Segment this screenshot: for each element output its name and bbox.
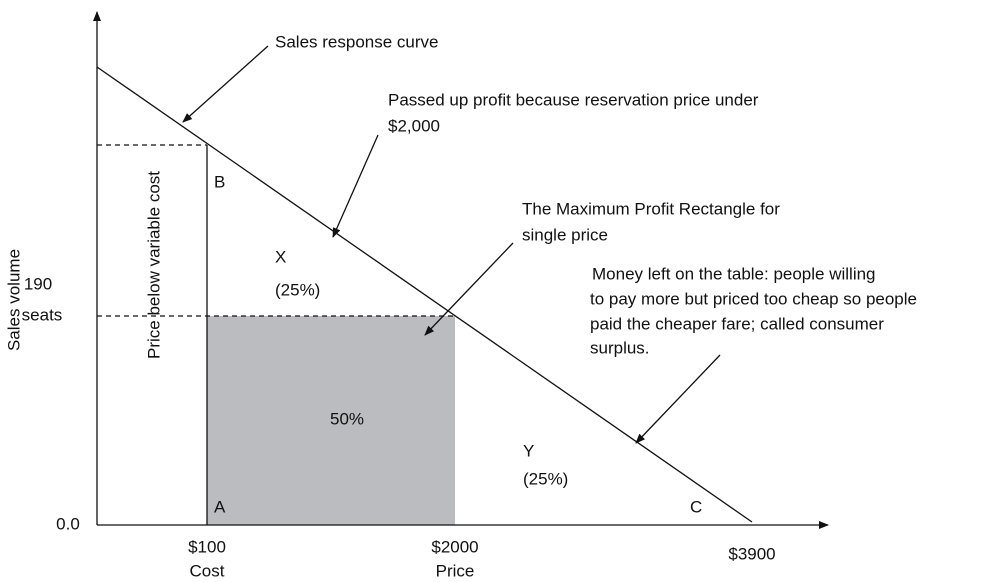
- annotation: single price: [522, 225, 608, 244]
- point-label: A: [214, 497, 226, 516]
- y-axis-label: 0.0: [56, 514, 80, 533]
- annotation: Money left on the table: people willing: [592, 264, 876, 283]
- arrow: [424, 242, 514, 336]
- annotation: Passed up profit because reservation pri…: [388, 90, 759, 109]
- x-axis-label: $2000: [431, 537, 478, 556]
- curve-label: Sales response curve: [275, 32, 438, 51]
- x-axis-label: $3900: [728, 544, 775, 563]
- region-label: Price below variable cost: [144, 171, 163, 359]
- region-label: X: [275, 247, 286, 266]
- annotation: surplus.: [590, 338, 650, 357]
- x-axis-label: Price: [436, 561, 475, 580]
- point-label: B: [214, 172, 225, 191]
- x-axis-label: $100: [188, 537, 226, 556]
- point-label: C: [690, 497, 702, 516]
- region-label: (25%): [523, 469, 568, 488]
- region-label: (25%): [275, 280, 320, 299]
- sales-response-curve: [96, 66, 753, 523]
- annotation: The Maximum Profit Rectangle for: [522, 199, 780, 218]
- annotation: to pay more but priced too cheap so peop…: [590, 289, 917, 308]
- profit-rectangle: [207, 316, 455, 525]
- annotation: paid the cheaper fare; called consumer: [590, 314, 884, 333]
- y-axis-label: seats: [22, 305, 63, 324]
- y-axis-title: Sales volume: [4, 249, 23, 351]
- arrow: [332, 134, 379, 238]
- region-label: 50%: [330, 409, 364, 428]
- x-axis-label: Cost: [190, 561, 225, 580]
- annotation: $2,000: [388, 116, 440, 135]
- region-label: Y: [523, 441, 534, 460]
- arrow: [182, 45, 269, 123]
- arrow: [635, 354, 721, 444]
- y-axis-label: 190: [24, 274, 52, 293]
